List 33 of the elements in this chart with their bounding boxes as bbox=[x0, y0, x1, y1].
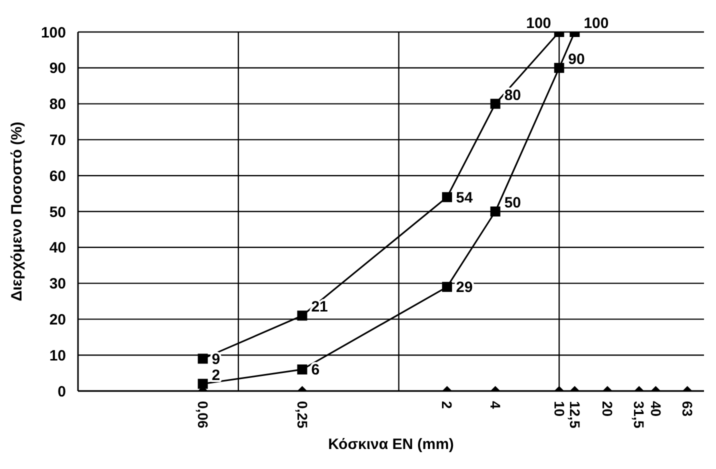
data-label: 80 bbox=[504, 86, 522, 104]
x-tick-label: 12,5 bbox=[566, 401, 583, 428]
y-tick-label: 100 bbox=[40, 24, 66, 42]
data-label: 21 bbox=[311, 298, 328, 316]
x-tick-label: 31,5 bbox=[631, 401, 648, 428]
x-tick-label: 40 bbox=[648, 401, 664, 417]
data-label: 6 bbox=[311, 362, 320, 379]
data-label: 2 bbox=[212, 366, 220, 384]
x-tick-label: 4 bbox=[487, 401, 504, 409]
x-axis-title: Κόσκινα EN (mm) bbox=[328, 436, 454, 453]
x-tick-label: 63 bbox=[679, 401, 696, 417]
y-tick-label: 10 bbox=[49, 347, 66, 364]
data-label: 100 bbox=[584, 15, 609, 32]
y-tick-label: 70 bbox=[49, 132, 66, 149]
data-label: 29 bbox=[456, 279, 473, 296]
x-tick-label: 0,25 bbox=[294, 401, 310, 428]
x-tick-label: 2 bbox=[439, 401, 456, 409]
y-tick-label: 30 bbox=[49, 276, 66, 293]
y-tick-label: 80 bbox=[49, 96, 66, 114]
x-tick-label: 0,06 bbox=[194, 401, 211, 428]
y-tick-label: 40 bbox=[49, 240, 66, 257]
data-label: 100 bbox=[526, 15, 552, 32]
data-label: 54 bbox=[456, 189, 474, 206]
y-axis-title: Διερχόμενο Ποσοστό (%) bbox=[8, 122, 26, 302]
y-tick-label: 60 bbox=[49, 168, 66, 185]
data-label: 50 bbox=[504, 194, 522, 212]
x-tick-label: 20 bbox=[600, 401, 616, 417]
data-label: 90 bbox=[568, 50, 585, 68]
y-tick-label: 20 bbox=[49, 311, 66, 328]
x-tick-label: 10 bbox=[551, 401, 568, 417]
y-tick-label: 90 bbox=[49, 60, 66, 78]
y-tick-label: 50 bbox=[49, 204, 66, 221]
y-tick-label: 0 bbox=[58, 383, 66, 400]
